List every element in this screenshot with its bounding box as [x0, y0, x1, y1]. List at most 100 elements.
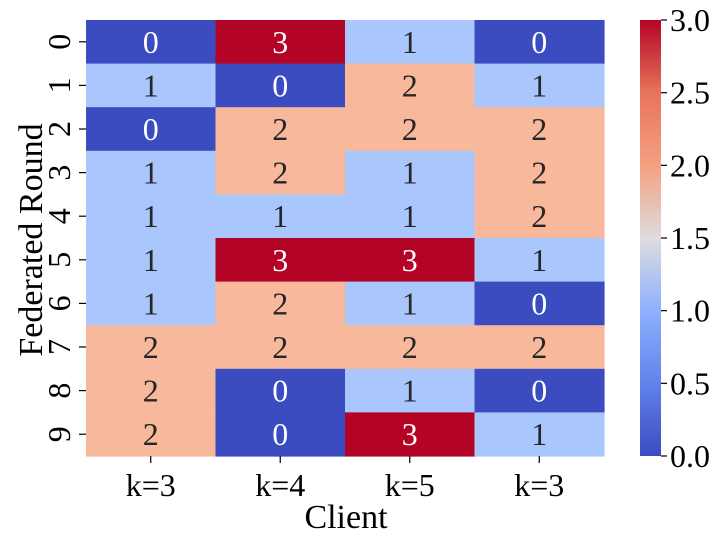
heatmap-cell	[474, 20, 605, 65]
heatmap-cell	[86, 107, 217, 152]
cell-value-label: 0	[272, 67, 288, 103]
y-tick-label: 7	[41, 339, 77, 355]
x-tick-label: k=3	[514, 467, 564, 503]
cell-value-label: 2	[531, 198, 547, 234]
heatmap-cell	[345, 150, 476, 195]
heatmap-cell	[345, 325, 476, 370]
heatmap-cell	[345, 368, 476, 413]
heatmap-cell	[345, 63, 476, 108]
cell-value-label: 0	[143, 24, 159, 60]
cell-value-label: 1	[402, 285, 418, 321]
cell-value-label: 1	[402, 155, 418, 191]
y-axis-label: Federated Round	[13, 123, 50, 356]
y-tick-label: 3	[41, 165, 77, 181]
cell-value-label: 1	[143, 67, 159, 103]
heatmap-cell	[215, 20, 346, 65]
colorbar-tick-label: 0.0	[670, 438, 710, 474]
heatmap-cell	[474, 63, 605, 108]
heatmap-cell	[345, 281, 476, 326]
cell-value-label: 3	[272, 24, 288, 60]
heatmap-cell	[86, 368, 217, 413]
cell-value-label: 0	[272, 373, 288, 409]
heatmap-cell	[215, 107, 346, 152]
heatmap-cell	[215, 194, 346, 239]
cell-value-label: 1	[143, 285, 159, 321]
colorbar-ticks: 0.0 0.5 1.0 1.5 2.0 2.5 3.0	[661, 2, 710, 474]
y-tick-label: 4	[41, 208, 77, 224]
x-tick-label: k=5	[385, 467, 435, 503]
cell-value-label: 2	[272, 155, 288, 191]
heatmap-cell	[474, 368, 605, 413]
heatmap-cell	[474, 150, 605, 195]
cell-value-label: 1	[402, 198, 418, 234]
heatmap-cell	[474, 281, 605, 326]
heatmap-cell	[215, 63, 346, 108]
heatmap-cell	[474, 412, 605, 457]
y-tick-label: 6	[41, 295, 77, 311]
x-axis-ticks: k=3 k=4 k=5 k=3	[126, 456, 564, 503]
cell-value-label: 1	[531, 67, 547, 103]
heatmap-cell	[86, 238, 217, 283]
cell-value-label: 2	[143, 329, 159, 365]
cell-value-label: 2	[531, 329, 547, 365]
heatmap-cell	[215, 150, 346, 195]
heatmap-cell	[345, 194, 476, 239]
heatmap-cell	[474, 325, 605, 370]
heatmap-cell	[215, 238, 346, 283]
cell-value-label: 2	[272, 329, 288, 365]
colorbar-tick-label: 1.0	[670, 293, 710, 329]
cell-value-label: 2	[531, 155, 547, 191]
cell-value-label: 2	[272, 111, 288, 147]
cell-value-label: 1	[272, 198, 288, 234]
colorbar-tick-label: 3.0	[670, 2, 710, 38]
cell-value-label: 1	[531, 416, 547, 452]
cell-value-label: 2	[402, 329, 418, 365]
heatmap-cell	[86, 325, 217, 370]
y-tick-label: 1	[41, 77, 77, 93]
x-axis-label: Client	[304, 499, 388, 536]
heatmap-cell	[215, 412, 346, 457]
cell-value-label: 2	[272, 285, 288, 321]
y-tick-label: 5	[41, 252, 77, 268]
cell-value-label: 0	[531, 373, 547, 409]
cell-value-label: 2	[143, 373, 159, 409]
cell-value-label: 3	[402, 416, 418, 452]
colorbar	[640, 20, 661, 456]
cell-value-label: 0	[272, 416, 288, 452]
colorbar-tick-label: 1.5	[670, 220, 710, 256]
cell-value-label: 2	[143, 416, 159, 452]
colorbar-tick-label: 2.5	[670, 75, 710, 111]
cell-value-label: 0	[143, 111, 159, 147]
heatmap-cell	[86, 63, 217, 108]
cell-value-label: 1	[143, 198, 159, 234]
cell-value-label: 0	[531, 285, 547, 321]
colorbar-tick-label: 0.5	[670, 365, 710, 401]
heatmap-cell	[215, 368, 346, 413]
cell-value-label: 2	[531, 111, 547, 147]
cell-value-label: 2	[402, 111, 418, 147]
y-tick-label: 9	[41, 426, 77, 442]
cell-value-label: 1	[402, 24, 418, 60]
cell-value-label: 1	[143, 155, 159, 191]
heatmap-cell	[474, 107, 605, 152]
heatmap-cell	[215, 325, 346, 370]
heatmap-cell	[345, 107, 476, 152]
heatmap-cell	[474, 194, 605, 239]
heatmap-cell	[345, 20, 476, 65]
heatmap-cell	[86, 150, 217, 195]
heatmap-cell	[345, 412, 476, 457]
heatmap-cell	[86, 412, 217, 457]
heatmap-cell	[345, 238, 476, 283]
heatmap-cell	[474, 238, 605, 283]
cell-value-label: 1	[402, 373, 418, 409]
y-tick-label: 8	[41, 383, 77, 399]
heatmap-cell	[86, 194, 217, 239]
cell-value-label: 2	[402, 67, 418, 103]
cell-value-label: 1	[531, 242, 547, 278]
heatmap-cell	[86, 20, 217, 65]
heatmap-cells	[86, 20, 605, 457]
cell-value-label: 1	[143, 242, 159, 278]
x-tick-label: k=3	[126, 467, 176, 503]
cell-value-label: 0	[531, 24, 547, 60]
